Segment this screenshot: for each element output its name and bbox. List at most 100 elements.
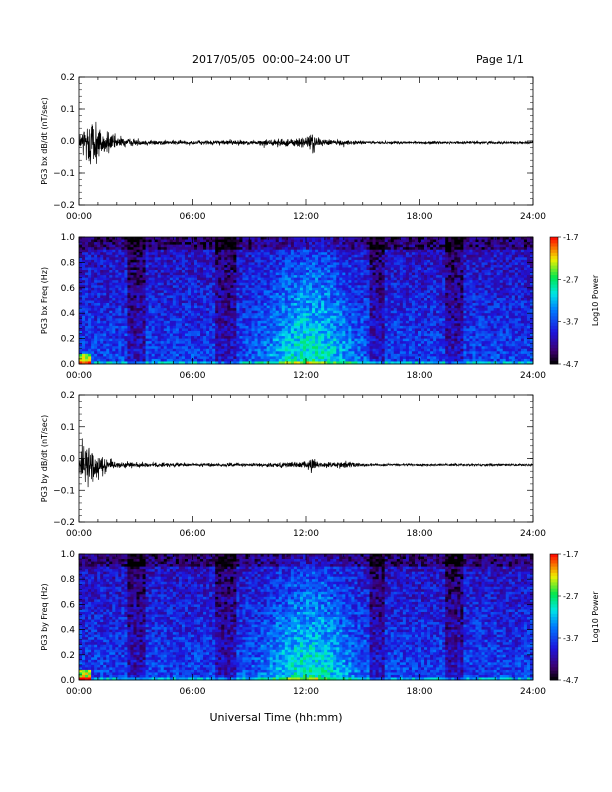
heatmap-cell xyxy=(175,249,180,253)
heatmap-cell xyxy=(121,257,125,261)
heatmap-cell xyxy=(127,313,131,317)
heatmap-cell xyxy=(209,282,213,286)
heatmap-cell xyxy=(287,277,292,281)
heatmap-cell xyxy=(269,305,274,309)
heatmap-cell xyxy=(184,343,189,347)
heatmap-cell xyxy=(302,328,307,332)
heatmap-cell xyxy=(194,303,198,306)
heatmap-cell xyxy=(230,333,234,337)
heatmap-cell xyxy=(330,356,334,360)
heatmap-cell xyxy=(248,341,252,345)
heatmap-cell xyxy=(218,280,222,284)
heatmap-cell xyxy=(139,308,143,312)
heatmap-cell xyxy=(366,297,370,301)
heatmap-cell xyxy=(209,330,213,334)
heatmap-cell xyxy=(333,300,337,304)
heatmap-cell xyxy=(100,361,104,365)
heatmap-cell xyxy=(263,277,268,281)
heatmap-cell xyxy=(97,259,101,263)
heatmap-cell xyxy=(151,310,156,314)
heatmap-cell xyxy=(345,254,349,258)
heatmap-cell xyxy=(363,267,367,271)
heatmap-cell xyxy=(91,320,95,324)
heatmap-cell xyxy=(181,341,186,345)
heatmap-cell xyxy=(100,244,104,248)
heatmap-cell xyxy=(366,277,370,281)
heatmap-cell xyxy=(197,328,201,332)
heatmap-cell xyxy=(224,325,228,329)
heatmap-cell xyxy=(254,242,258,246)
heatmap-cell xyxy=(200,254,204,258)
heatmap-cell xyxy=(272,308,277,312)
heatmap-cell xyxy=(290,308,295,312)
heatmap-cell xyxy=(157,285,162,289)
heatmap-cell xyxy=(348,300,352,304)
heatmap-cell xyxy=(100,336,104,339)
heatmap-cell xyxy=(97,303,101,306)
heatmap-cell xyxy=(82,287,86,291)
heatmap-cell xyxy=(239,280,243,284)
heatmap-cell xyxy=(254,323,258,327)
heatmap-cell xyxy=(163,287,168,291)
heatmap-cell xyxy=(263,270,268,273)
heatmap-cell xyxy=(115,297,119,301)
heatmap-cell xyxy=(224,361,228,365)
heatmap-cell xyxy=(254,275,258,279)
heatmap-cell xyxy=(330,242,334,246)
heatmap-cell xyxy=(157,267,162,271)
heatmap-cell xyxy=(145,270,150,273)
heatmap-cell xyxy=(306,308,310,312)
heatmap-cell xyxy=(239,328,243,332)
heatmap-cell xyxy=(169,341,174,345)
heatmap-cell xyxy=(200,353,204,357)
heatmap-cell xyxy=(360,290,364,294)
heatmap-cell xyxy=(327,358,331,362)
heatmap-cell xyxy=(302,343,307,347)
heatmap-cell xyxy=(212,346,216,350)
heatmap-cell xyxy=(327,353,331,357)
heatmap-cell xyxy=(342,257,346,261)
heatmap-cell xyxy=(369,310,373,314)
heatmap-cell xyxy=(242,254,246,258)
heatmap-cell xyxy=(200,323,204,327)
heatmap-cell xyxy=(106,244,110,248)
heatmap-cell xyxy=(372,272,377,276)
heatmap-cell xyxy=(154,358,159,362)
heatmap-cell xyxy=(251,244,255,248)
heatmap-cell xyxy=(91,343,95,347)
heatmap-cell xyxy=(148,272,153,276)
heatmap-cell xyxy=(299,346,304,350)
heatmap-cell xyxy=(154,348,159,352)
heatmap-cell xyxy=(369,262,373,266)
heatmap-cell xyxy=(88,323,92,327)
heatmap-cell xyxy=(91,290,95,294)
heatmap-cell xyxy=(115,264,119,268)
heatmap-cell xyxy=(118,361,122,365)
heatmap-cell xyxy=(306,358,310,362)
heatmap-cell xyxy=(112,242,116,246)
heatmap-cell xyxy=(336,336,340,339)
heatmap-cell xyxy=(339,237,343,240)
heatmap-cell xyxy=(372,297,377,301)
heatmap-cell xyxy=(136,341,140,345)
heatmap-cell xyxy=(106,287,110,291)
heatmap-cell xyxy=(230,270,234,273)
heatmap-cell xyxy=(290,338,295,342)
heatmap-cell xyxy=(218,292,222,296)
heatmap-cell xyxy=(148,333,153,337)
heatmap-cell xyxy=(233,323,237,327)
heatmap-cell xyxy=(290,290,295,294)
heatmap-cell xyxy=(230,287,234,291)
heatmap-cell xyxy=(154,247,159,251)
heatmap-cell xyxy=(221,277,225,281)
heatmap-cell xyxy=(287,254,292,258)
heatmap-cell xyxy=(112,358,116,362)
heatmap-cell xyxy=(224,343,228,347)
heatmap-cell xyxy=(342,290,346,294)
heatmap-cell xyxy=(248,285,252,289)
heatmap-cell xyxy=(136,353,140,357)
heatmap-cell xyxy=(284,264,289,268)
heatmap-cell xyxy=(245,351,249,355)
heatmap-cell xyxy=(242,257,246,261)
heatmap-cell xyxy=(94,247,98,251)
